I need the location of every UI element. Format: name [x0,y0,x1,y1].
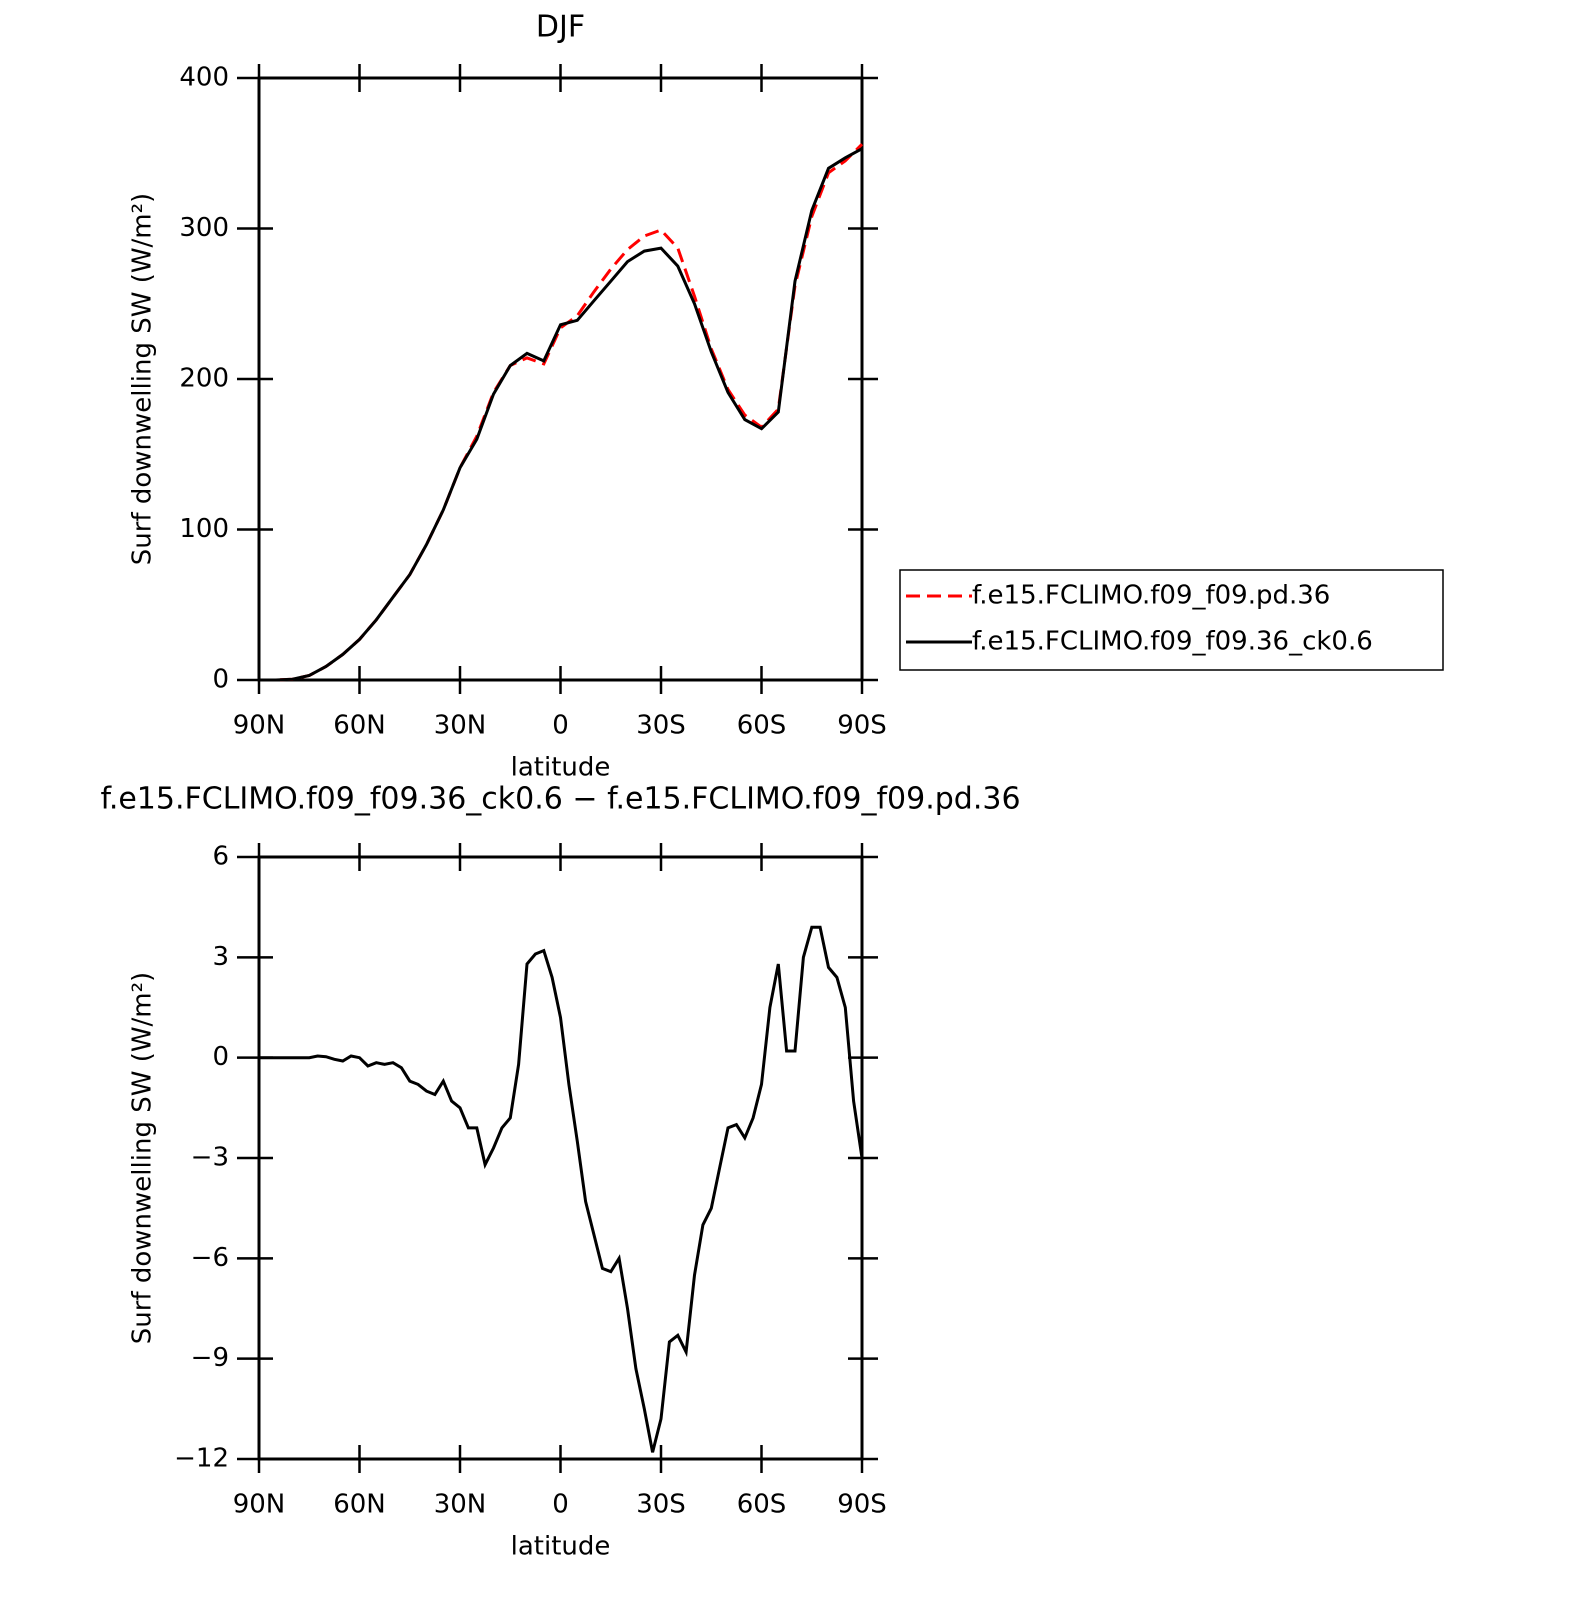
chart-title: DJF [536,10,585,45]
legend-box [899,569,1444,671]
y-tick-label: 3 [212,942,229,972]
data-line [259,925,864,1453]
y-tick-label: 400 [179,63,229,93]
x-tick-label: 30N [434,1490,487,1520]
chart-title: f.e15.FCLIMO.f09_f09.36_ck0.6 − f.e15.FC… [100,782,1020,817]
x-axis-label: latitude [511,1532,611,1562]
x-tick-label: 30S [636,1490,686,1520]
data-line [259,143,864,682]
y-tick-label: −9 [191,1343,229,1373]
legend-label: f.e15.FCLIMO.f09_f09.pd.36 [972,581,1330,611]
plot-frame [257,855,864,1461]
plot-frame [257,76,864,682]
x-tick-label: 60S [737,1490,787,1520]
x-tick-label: 90N [233,1490,286,1520]
y-tick-label: −12 [174,1444,229,1474]
y-tick-label: 200 [179,364,229,394]
x-tick-label: 60S [737,711,787,741]
y-tick-label: −3 [191,1143,229,1173]
x-tick-label: 30S [636,711,686,741]
y-tick-label: 0 [212,1042,229,1072]
y-tick-label: 6 [212,842,229,872]
x-tick-label: 0 [552,1490,569,1520]
legend-label: f.e15.FCLIMO.f09_f09.36_ck0.6 [972,627,1373,657]
y-tick-label: 100 [179,514,229,544]
x-axis-label: latitude [511,753,611,783]
y-tick-label: 300 [179,213,229,243]
x-tick-label: 60N [333,1490,386,1520]
y-tick-label: −6 [191,1243,229,1273]
y-tick-label: 0 [212,665,229,695]
data-line [259,147,863,682]
x-tick-label: 30N [434,711,487,741]
x-tick-label: 90S [837,1490,887,1520]
y-axis-label: Surf downwelling SW (W/m²) [128,193,158,565]
y-axis-label: Surf downwelling SW (W/m²) [128,972,158,1344]
x-tick-label: 90S [837,711,887,741]
x-tick-label: 90N [233,711,286,741]
x-tick-label: 0 [552,711,569,741]
x-tick-label: 60N [333,711,386,741]
